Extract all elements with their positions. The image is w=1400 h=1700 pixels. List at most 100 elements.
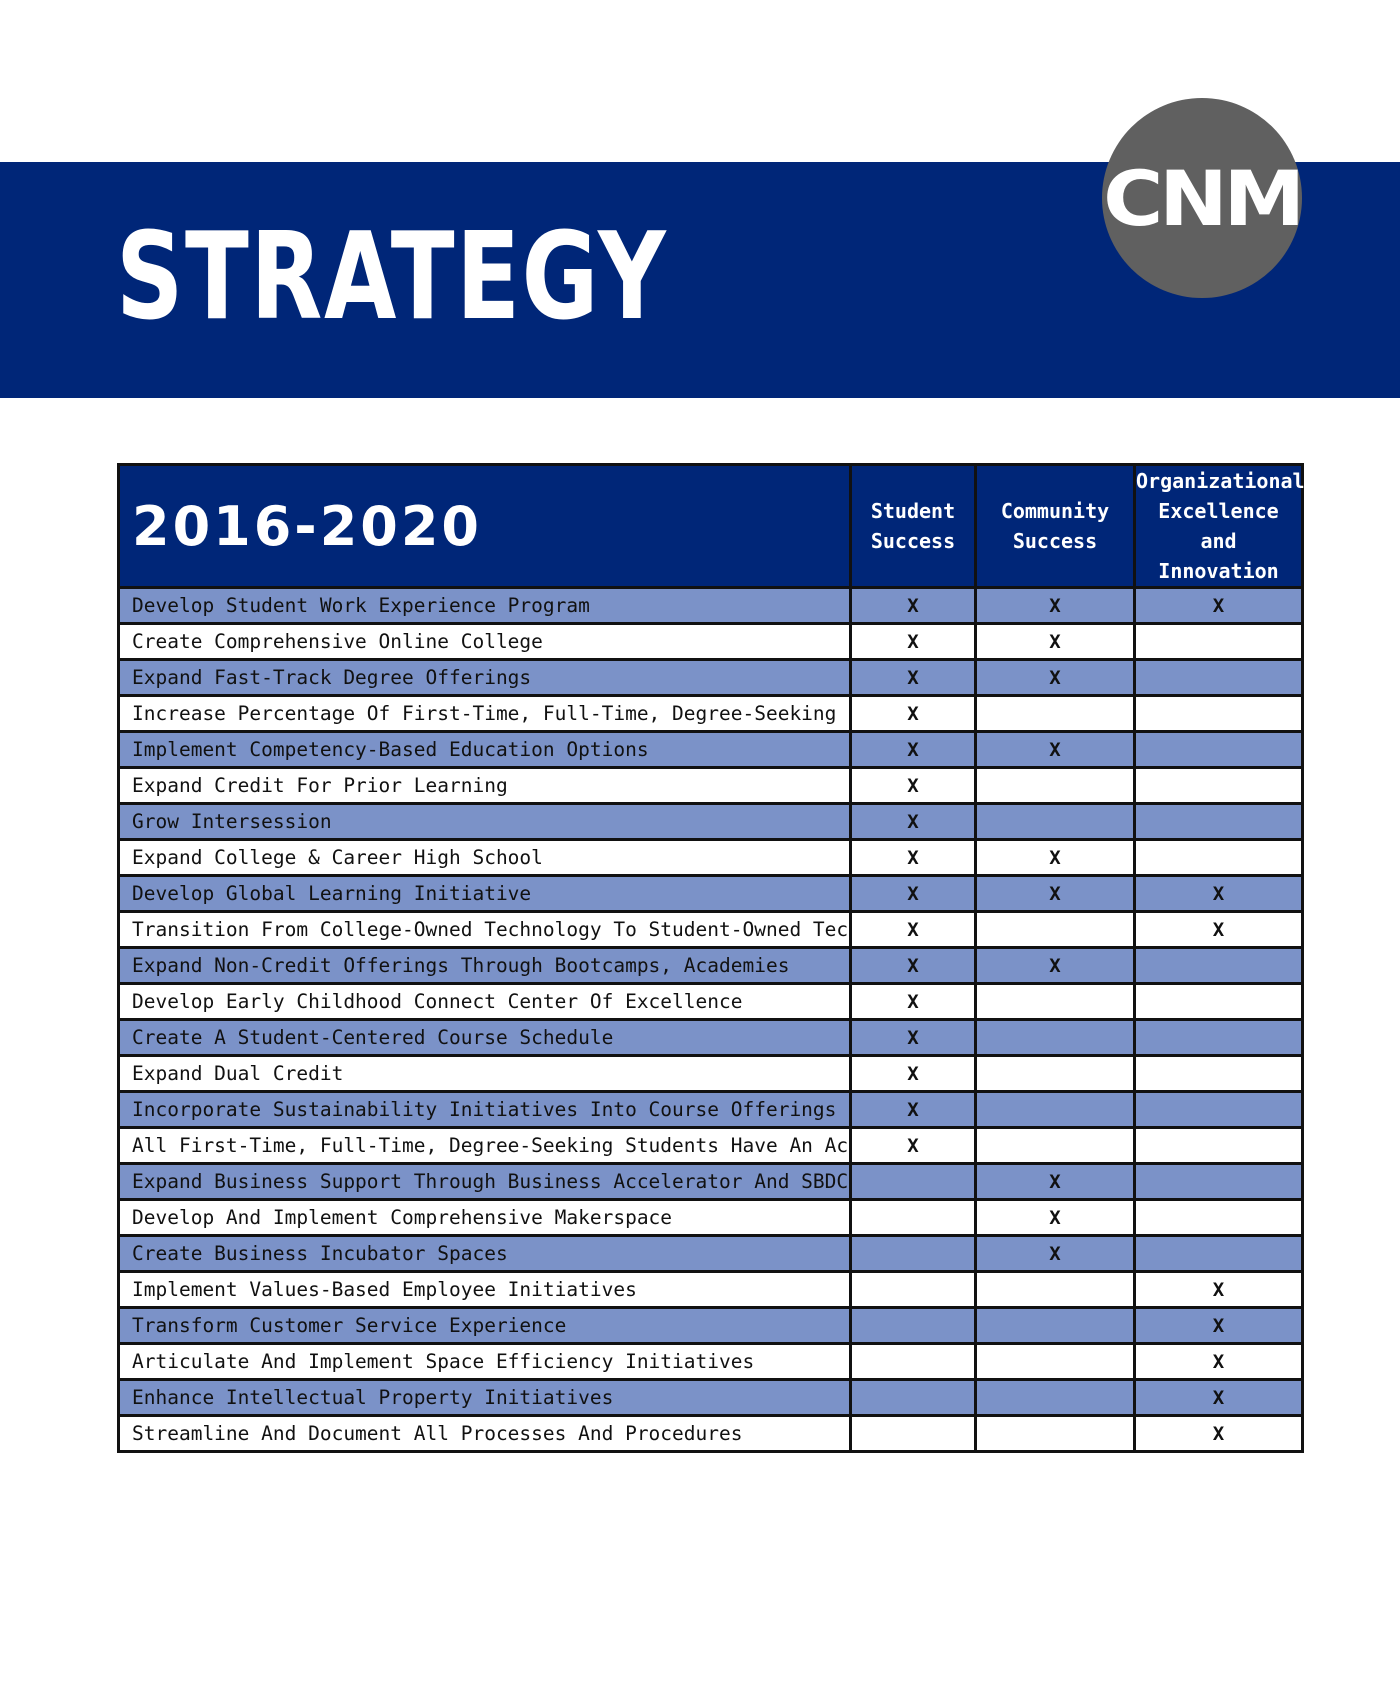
strategy-label: All First-Time, Full-Time, Degree-Seekin… (117, 1126, 852, 1165)
goal-mark-cell: X (849, 1018, 977, 1057)
goal-mark-cell: X (1133, 874, 1304, 913)
goal-mark-cell (1133, 1090, 1304, 1129)
goal-mark-cell: X (849, 802, 977, 841)
table-row: Transition From College-Owned Technology… (117, 910, 1304, 949)
table-row: Streamline And Document All Processes An… (117, 1414, 1304, 1453)
goal-mark-cell: X (974, 622, 1136, 661)
table-row: Develop Global Learning Initiative X X X (117, 874, 1304, 913)
table-row: Implement Values-Based Employee Initiati… (117, 1270, 1304, 1309)
table-row: Implement Competency-Based Education Opt… (117, 730, 1304, 769)
table-row: Create Comprehensive Online College X X (117, 622, 1304, 661)
goal-mark-cell (974, 1306, 1136, 1345)
goal-mark-cell (1133, 1018, 1304, 1057)
strategy-label: Streamline And Document All Processes An… (117, 1414, 852, 1453)
goal-mark-cell: X (849, 586, 977, 625)
goal-mark-cell: X (974, 586, 1136, 625)
goal-mark-cell (849, 1342, 977, 1381)
goal-mark-cell: X (974, 730, 1136, 769)
goal-mark-cell (1133, 766, 1304, 805)
goal-mark-cell (849, 1162, 977, 1201)
table-body: Develop Student Work Experience Program X… (117, 586, 1304, 1453)
table-row: Expand Credit For Prior Learning X (117, 766, 1304, 805)
goal-mark-cell: X (849, 982, 977, 1021)
table-row: Develop Early Childhood Connect Center O… (117, 982, 1304, 1021)
table-row: Create A Student-Centered Course Schedul… (117, 1018, 1304, 1057)
table-row: Articulate And Implement Space Efficienc… (117, 1342, 1304, 1381)
goal-mark-cell (1133, 802, 1304, 841)
period-heading: 2016-2020 (117, 463, 852, 589)
strategy-label: Incorporate Sustainability Initiatives I… (117, 1090, 852, 1129)
table-row: Develop Student Work Experience Program X… (117, 586, 1304, 625)
strategy-label: Create Comprehensive Online College (117, 622, 852, 661)
goal-mark-cell (974, 1090, 1136, 1129)
goal-mark-cell: X (1133, 1306, 1304, 1345)
strategy-label: Enhance Intellectual Property Initiative… (117, 1378, 852, 1417)
goal-mark-cell: X (849, 622, 977, 661)
goal-mark-cell (974, 1378, 1136, 1417)
goal-mark-cell: X (849, 1054, 977, 1093)
goal-mark-cell: X (849, 658, 977, 697)
goal-mark-cell (849, 1198, 977, 1237)
goal-mark-cell (1133, 982, 1304, 1021)
logo-text: CNM (1103, 153, 1305, 243)
goal-mark-cell (1133, 622, 1304, 661)
goal-mark-cell: X (974, 1234, 1136, 1273)
goal-mark-cell (1133, 1162, 1304, 1201)
goal-mark-cell (1133, 1054, 1304, 1093)
strategy-label: Increase Percentage Of First-Time, Full-… (117, 694, 852, 733)
strategy-label: Create A Student-Centered Course Schedul… (117, 1018, 852, 1057)
strategy-label: Expand College & Career High School (117, 838, 852, 877)
goal-mark-cell: X (974, 946, 1136, 985)
strategy-label: Transition From College-Owned Technology… (117, 910, 852, 949)
table-row: Develop And Implement Comprehensive Make… (117, 1198, 1304, 1237)
table-row: Grow Intersession X (117, 802, 1304, 841)
goal-mark-cell: X (1133, 1378, 1304, 1417)
goal-mark-cell: X (1133, 1270, 1304, 1309)
goal-mark-cell (974, 1126, 1136, 1165)
goal-mark-cell (1133, 730, 1304, 769)
goal-mark-cell (974, 766, 1136, 805)
table-row: Expand Fast-Track Degree Offerings X X (117, 658, 1304, 697)
goal-mark-cell: X (1133, 586, 1304, 625)
table-row: All First-Time, Full-Time, Degree-Seekin… (117, 1126, 1304, 1165)
strategy-label: Implement Competency-Based Education Opt… (117, 730, 852, 769)
goal-mark-cell: X (849, 910, 977, 949)
strategy-label: Expand Non-Credit Offerings Through Boot… (117, 946, 852, 985)
table-row: Transform Customer Service Experience X (117, 1306, 1304, 1345)
table-row: Incorporate Sustainability Initiatives I… (117, 1090, 1304, 1129)
column-header-line: Success (870, 529, 956, 553)
goal-mark-cell: X (1133, 910, 1304, 949)
column-header-line: Innovation (1158, 559, 1279, 583)
goal-mark-cell (1133, 946, 1304, 985)
strategy-label: Expand Business Support Through Business… (117, 1162, 852, 1201)
goal-mark-cell (974, 982, 1136, 1021)
column-header-student-success: Student Success (849, 463, 977, 589)
column-header-line: Excellence and (1158, 499, 1279, 553)
goal-mark-cell (849, 1234, 977, 1273)
goal-mark-cell (974, 1054, 1136, 1093)
table-row: Create Business Incubator Spaces X (117, 1234, 1304, 1273)
goal-mark-cell (974, 1270, 1136, 1309)
goal-mark-cell (849, 1378, 977, 1417)
strategy-label: Create Business Incubator Spaces (117, 1234, 852, 1273)
column-header-line: Success (1012, 529, 1098, 553)
goal-mark-cell: X (849, 1126, 977, 1165)
table-row: Expand College & Career High School X X (117, 838, 1304, 877)
strategy-label: Articulate And Implement Space Efficienc… (117, 1342, 852, 1381)
goal-mark-cell (1133, 694, 1304, 733)
goal-mark-cell (974, 1414, 1136, 1453)
goal-mark-cell (1133, 838, 1304, 877)
strategy-label: Grow Intersession (117, 802, 852, 841)
goal-mark-cell: X (1133, 1414, 1304, 1453)
goal-mark-cell (849, 1414, 977, 1453)
strategy-label: Develop Early Childhood Connect Center O… (117, 982, 852, 1021)
strategy-label: Transform Customer Service Experience (117, 1306, 852, 1345)
goal-mark-cell (849, 1306, 977, 1345)
table-row: Enhance Intellectual Property Initiative… (117, 1378, 1304, 1417)
strategy-label: Expand Credit For Prior Learning (117, 766, 852, 805)
goal-mark-cell: X (974, 874, 1136, 913)
strategy-label: Develop Student Work Experience Program (117, 586, 852, 625)
strategy-label: Implement Values-Based Employee Initiati… (117, 1270, 852, 1309)
goal-mark-cell (974, 802, 1136, 841)
goal-mark-cell (1133, 1126, 1304, 1165)
